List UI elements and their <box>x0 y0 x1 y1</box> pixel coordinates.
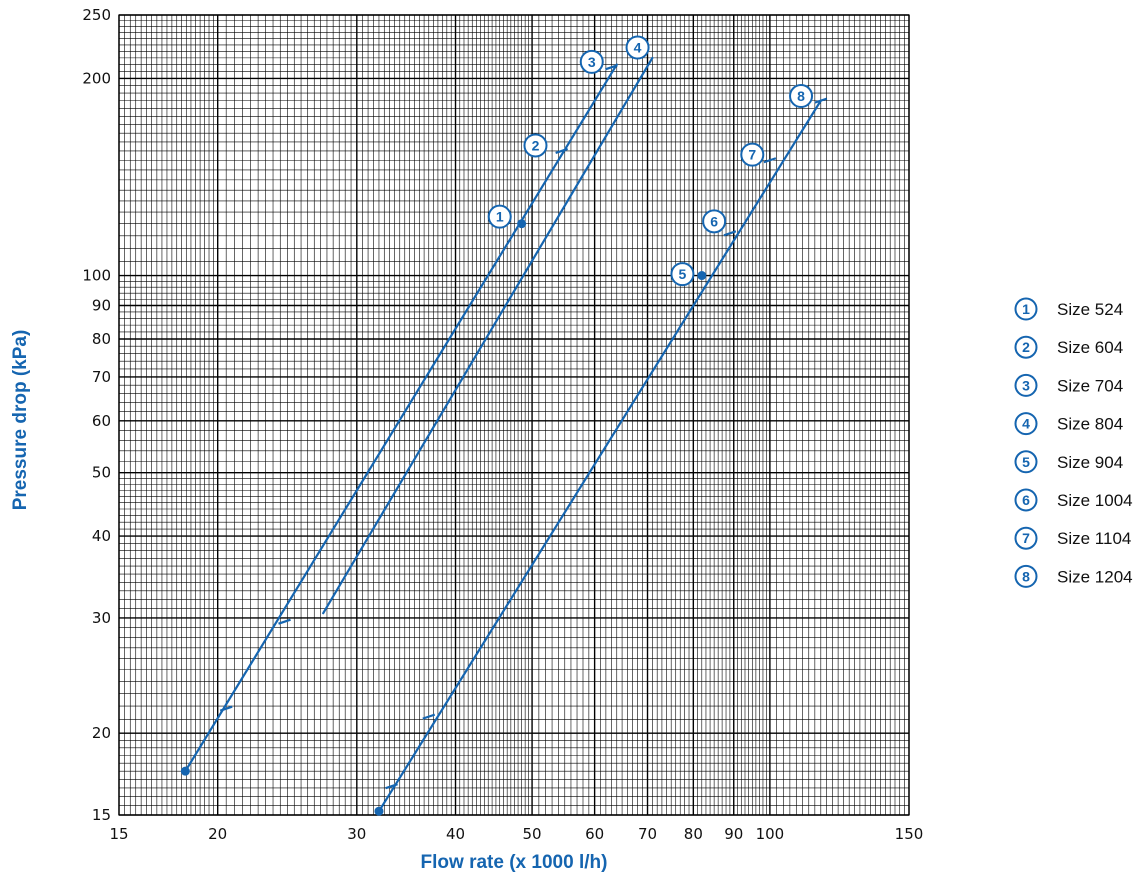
marker-number-7: 7 <box>748 147 756 163</box>
legend-circle-7 <box>1014 526 1038 550</box>
x-tick-label: 50 <box>523 825 542 843</box>
tick-bar <box>763 157 777 164</box>
tick-bar <box>278 618 291 625</box>
series-lines <box>184 56 822 813</box>
x-tick-label: 80 <box>684 825 703 843</box>
point-dot <box>374 806 384 816</box>
y-tick-label: 60 <box>92 412 111 430</box>
marker-number-5: 5 <box>679 266 687 282</box>
y-tick-label: 80 <box>92 330 111 348</box>
x-tick-label: 15 <box>109 825 128 843</box>
legend-label-4: Size 804 <box>1057 415 1123 434</box>
grid-major <box>118 14 910 816</box>
y-tick-label: 70 <box>92 368 111 386</box>
marker-circle-7 <box>740 142 765 167</box>
legend-label-7: Size 1104 <box>1057 529 1131 548</box>
legend-number-6: 6 <box>1022 492 1030 508</box>
grid-minor <box>118 14 910 816</box>
legend-circle-4 <box>1014 412 1038 436</box>
y-axis-title: Pressure drop (kPa) <box>10 330 31 511</box>
x-tick-labels: 15 20 30 40 50 60 70 80 90 100 150 <box>109 825 923 843</box>
y-tick-label: 40 <box>92 527 111 545</box>
marker-number-1: 1 <box>496 209 504 225</box>
marker-circle-3 <box>579 49 604 74</box>
marker-circle-6 <box>702 209 727 234</box>
tick-bar <box>422 713 436 720</box>
series-line <box>377 99 822 813</box>
x-tick-label: 20 <box>208 825 227 843</box>
marker-number-6: 6 <box>710 213 718 229</box>
point-dot <box>697 271 707 281</box>
legend-circle-2 <box>1014 335 1038 359</box>
plot-frame <box>118 14 910 816</box>
y-tick-label: 100 <box>82 267 111 285</box>
tick-bar <box>555 147 568 154</box>
legend-label-8: Size 1204 <box>1057 567 1133 586</box>
legend-circle-6 <box>1014 488 1038 512</box>
legend-label-1: Size 524 <box>1057 300 1123 319</box>
legend-label-3: Size 704 <box>1057 376 1123 395</box>
x-tick-label: 70 <box>638 825 657 843</box>
legend-number-5: 5 <box>1022 454 1030 470</box>
series-markers: 1 2 3 4 5 6 7 8 <box>180 35 828 816</box>
series-line <box>322 56 654 615</box>
legend-number-4: 4 <box>1022 416 1030 432</box>
marker-number-3: 3 <box>588 54 596 70</box>
x-tick-label: 150 <box>895 825 924 843</box>
legend-number-1: 1 <box>1022 301 1030 317</box>
y-tick-label: 30 <box>92 609 111 627</box>
y-tick-label: 250 <box>82 6 111 24</box>
legend-label-2: Size 604 <box>1057 338 1123 357</box>
marker-circle-8 <box>789 84 814 109</box>
marker-number-4: 4 <box>634 39 642 55</box>
x-tick-label: 40 <box>446 825 465 843</box>
point-dot <box>517 219 527 229</box>
x-tick-label: 30 <box>347 825 366 843</box>
marker-number-2: 2 <box>532 137 540 153</box>
point-dot <box>180 766 190 776</box>
tick-bar <box>385 783 398 790</box>
y-tick-label: 15 <box>92 806 111 824</box>
legend-number-8: 8 <box>1022 568 1030 584</box>
y-tick-labels: 15 20 30 40 50 60 70 80 90 100 200 250 <box>82 6 111 824</box>
legend-number-7: 7 <box>1022 530 1030 546</box>
legend-number-3: 3 <box>1022 377 1030 393</box>
legend-circle-8 <box>1014 564 1038 588</box>
legend-circle-3 <box>1014 373 1038 397</box>
x-tick-label: 90 <box>724 825 743 843</box>
y-tick-label: 50 <box>92 464 111 482</box>
legend: 1 Size 524 2 Size 604 3 Size 704 4 Size 804 5 Siz… <box>1014 297 1133 588</box>
tick-bar <box>219 705 233 712</box>
legend-circle-5 <box>1014 450 1038 474</box>
y-tick-label: 200 <box>82 69 111 87</box>
y-tick-label: 90 <box>92 297 111 315</box>
tick-bar <box>814 97 828 104</box>
legend-label-5: Size 904 <box>1057 453 1123 472</box>
legend-label-6: Size 1004 <box>1057 491 1133 510</box>
tick-bar <box>605 64 618 71</box>
x-axis-title: Flow rate (x 1000 l/h) <box>421 852 608 873</box>
x-tick-label: 60 <box>585 825 604 843</box>
legend-number-2: 2 <box>1022 339 1030 355</box>
marker-number-8: 8 <box>797 88 805 104</box>
series-line <box>184 63 618 773</box>
marker-circle-1 <box>487 204 512 229</box>
marker-circle-2 <box>523 133 548 158</box>
tick-bar <box>723 230 737 237</box>
x-tick-label: 100 <box>756 825 785 843</box>
y-tick-label: 20 <box>92 724 111 742</box>
marker-circle-4 <box>625 35 650 60</box>
legend-circle-1 <box>1014 297 1038 321</box>
marker-circle-5 <box>670 262 695 287</box>
